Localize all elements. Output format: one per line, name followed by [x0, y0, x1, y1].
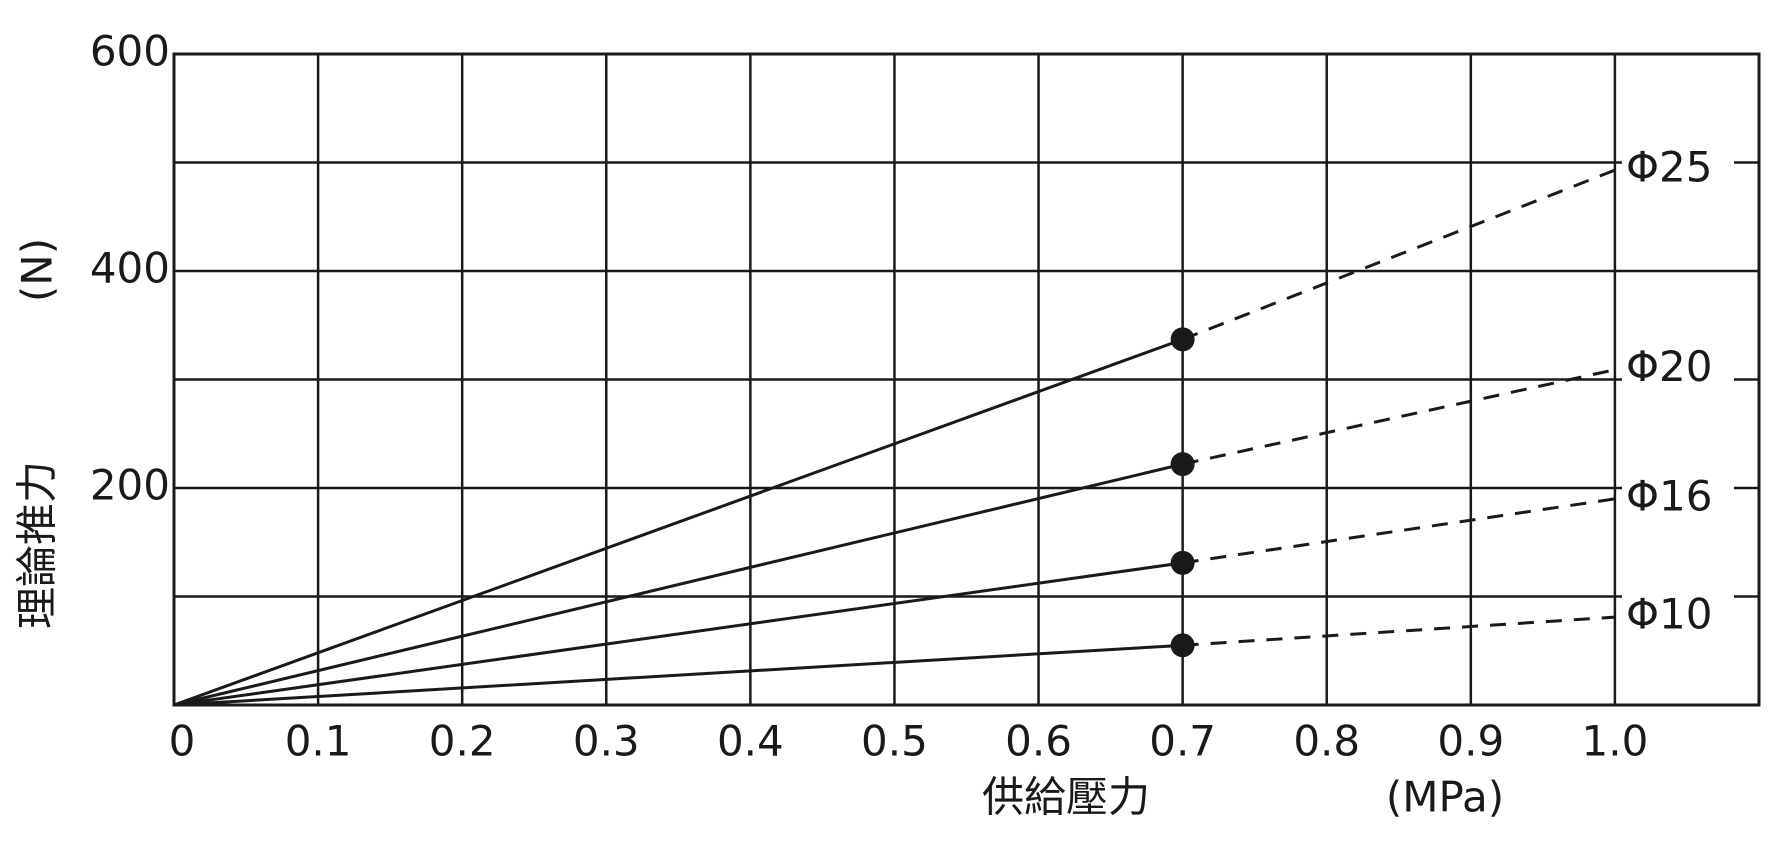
x-tick-label: 0: [169, 717, 196, 766]
line-solid: [173, 643, 1183, 707]
series-label: Φ10: [1626, 590, 1713, 639]
series-label: Φ25: [1626, 143, 1713, 192]
x-tick-label: 1.0: [1582, 717, 1649, 766]
y-tick-label: 200: [90, 461, 170, 510]
x-axis-label: 供給壓力: [982, 773, 1150, 822]
line-solid: [173, 561, 1183, 707]
y-tick-label: 400: [90, 244, 170, 293]
line-solid: [173, 337, 1184, 707]
marker: [1170, 633, 1195, 658]
x-tick-label: 0.6: [1005, 717, 1072, 766]
x-tick-label: 0.8: [1293, 717, 1360, 766]
x-tick-label: 0.3: [573, 717, 640, 766]
line-dashed: [1182, 615, 1616, 647]
line-dashed: [1182, 497, 1616, 565]
marker: [1170, 452, 1195, 477]
label-bg: [1622, 474, 1734, 523]
label-bg: [1622, 345, 1734, 394]
series-label: Φ20: [1626, 342, 1713, 391]
line-dashed: [1182, 368, 1616, 466]
line-dashed: [1182, 168, 1616, 341]
marker: [1170, 550, 1195, 575]
marker: [1170, 327, 1195, 352]
label-bg: [1622, 593, 1734, 642]
label-bg: [1622, 146, 1734, 195]
x-axis-unit: (MPa): [1386, 773, 1504, 822]
y-axis-label: 理論推力: [13, 461, 62, 629]
plot-frame: [172, 52, 1761, 707]
x-tick-label: 0.7: [1149, 717, 1216, 766]
y-axis-unit: (N): [13, 238, 62, 302]
line-solid: [173, 462, 1183, 707]
x-tick-label: 0.1: [285, 717, 352, 766]
x-tick-label: 0.4: [717, 717, 784, 766]
x-tick-label: 0.9: [1437, 717, 1504, 766]
series-label: Φ16: [1626, 471, 1713, 520]
x-tick-label: 0.2: [429, 717, 496, 766]
y-tick-label: 600: [90, 27, 170, 76]
x-tick-label: 0.5: [861, 717, 928, 766]
